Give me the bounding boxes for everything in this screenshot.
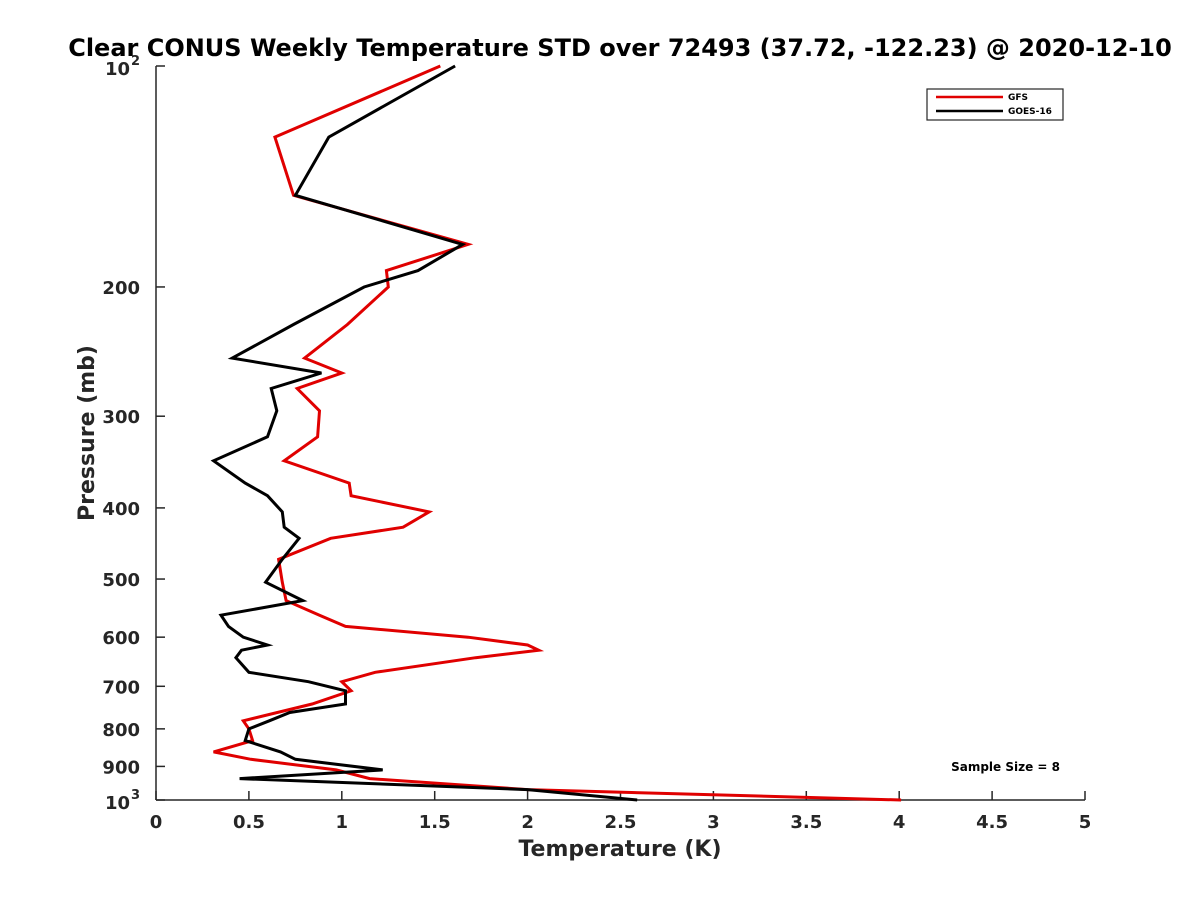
x-tick-label: 1 <box>336 812 349 833</box>
y-tick-label-exponent: 2 <box>131 54 140 69</box>
legend-box <box>926 88 1064 121</box>
y-tick-label: 700 <box>102 677 140 698</box>
y-tick-label-exponent: 3 <box>131 788 140 803</box>
x-tick-label: 0 <box>150 812 163 833</box>
y-tick-label: 800 <box>102 720 140 741</box>
y-tick-label: 500 <box>102 570 140 591</box>
y-tick-label-power: 10 2 <box>105 54 140 80</box>
y-tick-label-base: 10 <box>105 793 130 814</box>
sample-size-annotation: Sample Size = 8 <box>951 760 1060 774</box>
x-tick-label: 4.5 <box>976 812 1008 833</box>
x-tick-label: 0.5 <box>233 812 265 833</box>
y-tick-label-base: 10 <box>105 59 130 80</box>
x-tick-label: 3.5 <box>790 812 822 833</box>
series-lines <box>210 64 902 802</box>
y-tick-label: 400 <box>102 499 140 520</box>
x-tick-label: 1.5 <box>419 812 451 833</box>
y-axis-label: Pressure (mb) <box>75 345 100 521</box>
x-tick-label: 5 <box>1079 812 1092 833</box>
legend: GFS GOES-16 <box>926 88 1064 121</box>
chart-title: Clear CONUS Weekly Temperature STD over … <box>68 34 1172 62</box>
series-line-gfs <box>213 64 902 802</box>
legend-label: GOES-16 <box>1008 107 1052 117</box>
axes <box>155 66 1085 801</box>
y-tick-label: 900 <box>102 757 140 778</box>
y-tick-label: 600 <box>102 628 140 649</box>
x-tick-label: 3 <box>707 812 720 833</box>
x-tick-label: 2 <box>521 812 534 833</box>
x-axis-label: Temperature (K) <box>518 837 721 862</box>
x-tick-label: 2.5 <box>605 812 637 833</box>
y-tick-label-power: 10 3 <box>105 788 140 814</box>
y-tick-label: 200 <box>102 278 140 299</box>
legend-label: GFS <box>1008 93 1028 103</box>
x-axis-ticks: 0 0.5 1 1.5 2 2.5 3 3.5 4 4.5 5 <box>150 791 1092 833</box>
series-line-goes-16 <box>210 64 638 802</box>
x-tick-label: 4 <box>893 812 906 833</box>
y-tick-label: 300 <box>102 407 140 428</box>
